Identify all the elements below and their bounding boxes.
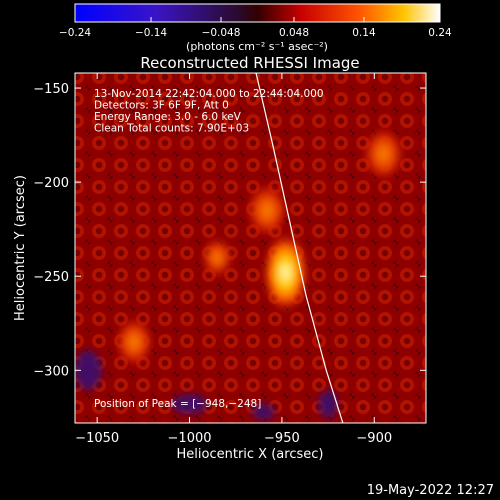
negative-region [251, 403, 276, 420]
secondary-source [246, 183, 288, 238]
colorbar-tick-label: 0.048 [279, 27, 309, 39]
annotation-line: Clean Total counts: 7.90E+03 [94, 123, 249, 135]
secondary-source [115, 317, 154, 367]
plot-frame [74, 72, 427, 424]
x-axis-ticks: −1050 −1000 −950 −900 [75, 73, 392, 446]
colorbar-gradient [74, 3, 441, 23]
negative-regions [75, 350, 339, 420]
plot-area [75, 73, 426, 423]
negative-region [171, 394, 208, 415]
colorbar-tick-label: 0.24 [428, 27, 452, 39]
annotation-line: Detectors: 3F 6F 9F, Att 0 [94, 100, 229, 112]
colorbar-unit-label: (photons cm⁻² s⁻¹ asec⁻²) [186, 40, 328, 53]
solar-limb-line [255, 73, 344, 423]
y-axis-ticks: −150 −200 −250 −300 [33, 82, 426, 379]
chart-title: Reconstructed RHESSI Image [140, 54, 359, 72]
colorbar-tick-label: 0.14 [352, 27, 376, 39]
colorbar-tick-label: −0.14 [135, 27, 167, 39]
negative-region [75, 350, 102, 391]
observation-annotations: 13-Nov-2014 22:42:04.000 to 22:44:04.000… [94, 88, 324, 135]
y-tick-label: −250 [33, 270, 69, 285]
negative-region [318, 390, 339, 419]
y-tick-label: −300 [33, 364, 69, 379]
peak-position-label: Position of Peak = [−948,−248] [94, 398, 261, 410]
x-tick-label: −1000 [168, 431, 212, 446]
x-tick-label: −900 [356, 431, 392, 446]
x-tick-label: −1050 [75, 431, 119, 446]
colorbar: −0.24 −0.14 −0.048 0.048 0.14 0.24 (photons c… [59, 3, 452, 53]
annotation-line: Energy Range: 3.0 - 6.0 keV [94, 111, 242, 123]
colorbar-tick-label: −0.048 [202, 27, 241, 39]
colorbar-tick-label: −0.24 [59, 27, 91, 39]
y-tick-label: −150 [33, 82, 69, 97]
annotation-line: 13-Nov-2014 22:42:04.000 to 22:44:04.000 [94, 88, 324, 100]
secondary-source [362, 126, 405, 181]
y-axis-label: Heliocentric Y (arcsec) [13, 175, 28, 321]
secondary-source [201, 237, 233, 278]
x-tick-label: −950 [264, 431, 300, 446]
x-axis-label: Heliocentric X (arcsec) [177, 447, 324, 462]
footer-timestamp: 19-May-2022 12:27 [367, 483, 494, 498]
y-tick-label: −200 [33, 176, 69, 191]
colorbar-ticks: −0.24 −0.14 −0.048 0.048 0.14 0.24 [59, 17, 452, 39]
